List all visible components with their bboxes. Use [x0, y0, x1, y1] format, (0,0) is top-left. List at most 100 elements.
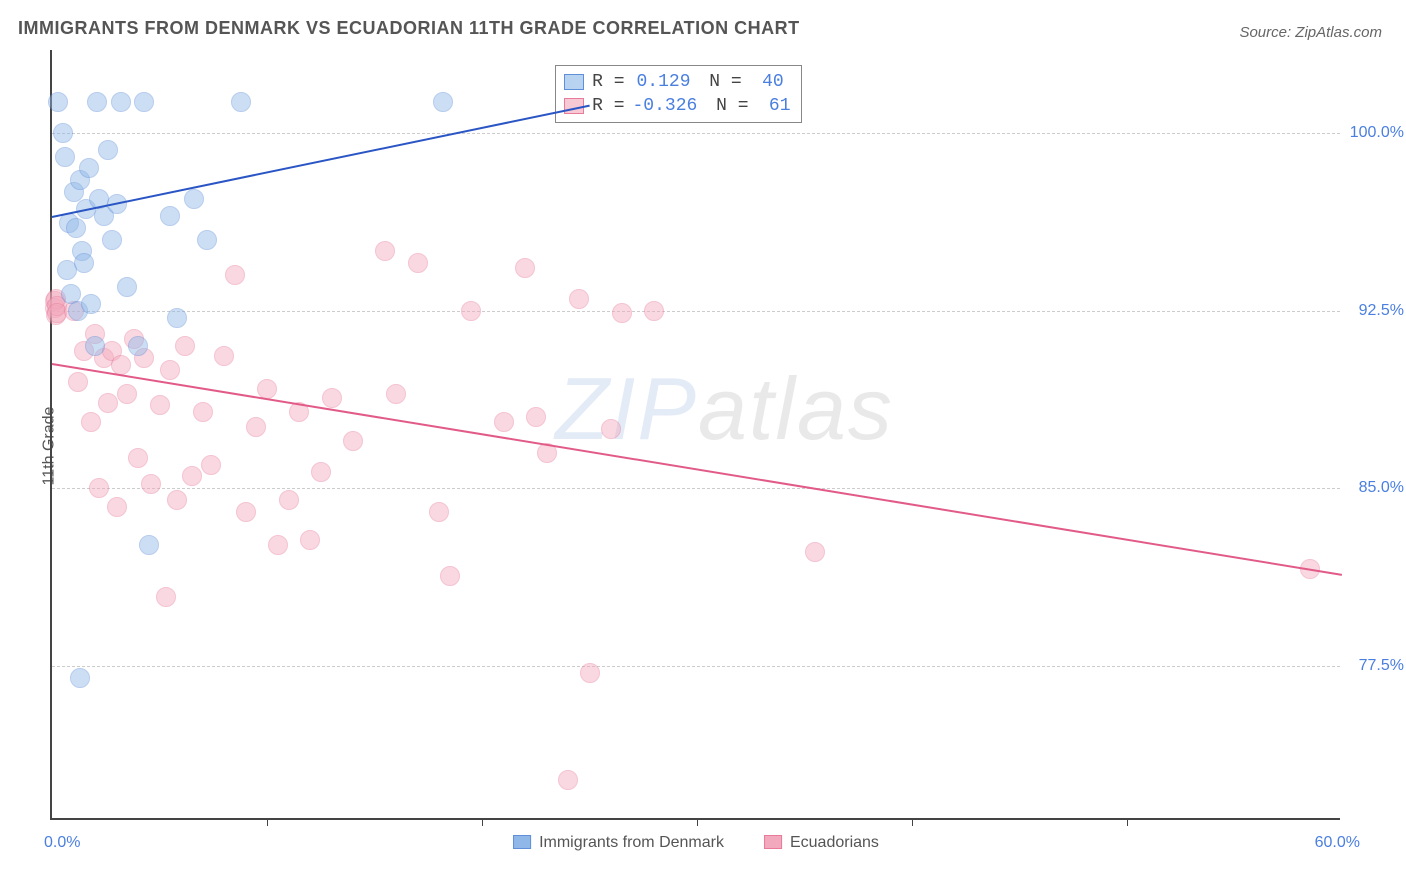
scatter-point-b [175, 336, 195, 356]
y-tick-label: 85.0% [1359, 479, 1404, 497]
scatter-point-b [68, 372, 88, 392]
scatter-point-b [107, 497, 127, 517]
scatter-point-b [279, 490, 299, 510]
stats-r-label: R = [592, 96, 624, 116]
trend-line-b [52, 363, 1342, 576]
scatter-point-a [66, 218, 86, 238]
chart-title: IMMIGRANTS FROM DENMARK VS ECUADORIAN 11… [18, 18, 800, 39]
scatter-point-b [515, 258, 535, 278]
grid-line [52, 133, 1340, 134]
scatter-point-b [156, 587, 176, 607]
scatter-point-b [246, 417, 266, 437]
scatter-point-b [343, 431, 363, 451]
watermark: ZIPatlas [555, 358, 894, 460]
legend-label-b: Ecuadorians [790, 834, 879, 851]
scatter-point-b [461, 301, 481, 321]
scatter-point-b [580, 663, 600, 683]
scatter-point-a [134, 92, 154, 112]
scatter-point-a [70, 668, 90, 688]
watermark-zip: ZIP [555, 359, 698, 458]
x-label-right: 60.0% [1315, 834, 1360, 852]
scatter-point-b [805, 542, 825, 562]
scatter-point-a [81, 294, 101, 314]
legend-label-a: Immigrants from Denmark [539, 834, 724, 851]
scatter-point-a [139, 535, 159, 555]
x-tick [912, 818, 913, 826]
grid-line [52, 666, 1340, 667]
scatter-point-b [526, 407, 546, 427]
scatter-point-a [85, 336, 105, 356]
y-tick-label: 92.5% [1359, 302, 1404, 320]
scatter-point-b [612, 303, 632, 323]
scatter-point-b [440, 566, 460, 586]
scatter-point-b [322, 388, 342, 408]
scatter-point-b [268, 535, 288, 555]
scatter-point-b [128, 448, 148, 468]
scatter-point-a [128, 336, 148, 356]
watermark-atlas: atlas [698, 359, 894, 458]
scatter-point-b [429, 502, 449, 522]
scatter-point-a [433, 92, 453, 112]
scatter-point-b [300, 530, 320, 550]
x-tick [267, 818, 268, 826]
legend-swatch-b [764, 835, 782, 849]
scatter-point-b [98, 393, 118, 413]
scatter-point-a [197, 230, 217, 250]
scatter-point-b [257, 379, 277, 399]
legend-series-a: Immigrants from Denmark [513, 833, 724, 852]
scatter-point-a [87, 92, 107, 112]
scatter-point-b [569, 289, 589, 309]
scatter-point-b [375, 241, 395, 261]
legend-series-b: Ecuadorians [764, 833, 879, 852]
scatter-point-a [48, 92, 68, 112]
stats-r-value: -0.326 [633, 96, 698, 116]
grid-line [52, 311, 1340, 312]
scatter-point-b [141, 474, 161, 494]
scatter-point-a [53, 123, 73, 143]
x-tick [482, 818, 483, 826]
legend-swatch-a [513, 835, 531, 849]
x-tick [1127, 818, 1128, 826]
scatter-point-b [408, 253, 428, 273]
scatter-point-b [494, 412, 514, 432]
scatter-point-a [55, 147, 75, 167]
stats-row: R =-0.326 N =61 [564, 94, 790, 118]
scatter-point-b [311, 462, 331, 482]
chart-area: ZIPatlas R =0.129 N =40R =-0.326 N =61 I… [50, 50, 1340, 820]
stats-r-value: 0.129 [633, 72, 691, 92]
scatter-point-b [81, 412, 101, 432]
stats-n-value: 40 [750, 72, 784, 92]
scatter-point-b [182, 466, 202, 486]
scatter-point-a [184, 189, 204, 209]
scatter-point-a [79, 158, 99, 178]
scatter-point-a [231, 92, 251, 112]
scatter-point-b [89, 478, 109, 498]
grid-line [52, 488, 1340, 489]
scatter-point-b [225, 265, 245, 285]
scatter-point-b [160, 360, 180, 380]
stats-box: R =0.129 N =40R =-0.326 N =61 [555, 65, 801, 123]
bottom-legend: Immigrants from Denmark Ecuadorians [513, 833, 879, 852]
y-tick-label: 100.0% [1350, 124, 1404, 142]
scatter-point-b [201, 455, 221, 475]
source-attribution: Source: ZipAtlas.com [1239, 24, 1382, 41]
stats-swatch [564, 74, 584, 90]
scatter-point-b [167, 490, 187, 510]
stats-n-label: N = [699, 72, 742, 92]
scatter-point-b [558, 770, 578, 790]
stats-r-label: R = [592, 72, 624, 92]
scatter-point-a [98, 140, 118, 160]
scatter-point-a [160, 206, 180, 226]
scatter-point-b [236, 502, 256, 522]
scatter-point-b [117, 384, 137, 404]
scatter-point-a [74, 253, 94, 273]
scatter-point-b [150, 395, 170, 415]
scatter-point-b [601, 419, 621, 439]
x-tick [697, 818, 698, 826]
scatter-point-a [117, 277, 137, 297]
scatter-point-a [167, 308, 187, 328]
plot-region: ZIPatlas R =0.129 N =40R =-0.326 N =61 I… [50, 50, 1340, 820]
trend-line-a [52, 105, 590, 218]
x-label-left: 0.0% [44, 834, 80, 852]
scatter-point-b [214, 346, 234, 366]
